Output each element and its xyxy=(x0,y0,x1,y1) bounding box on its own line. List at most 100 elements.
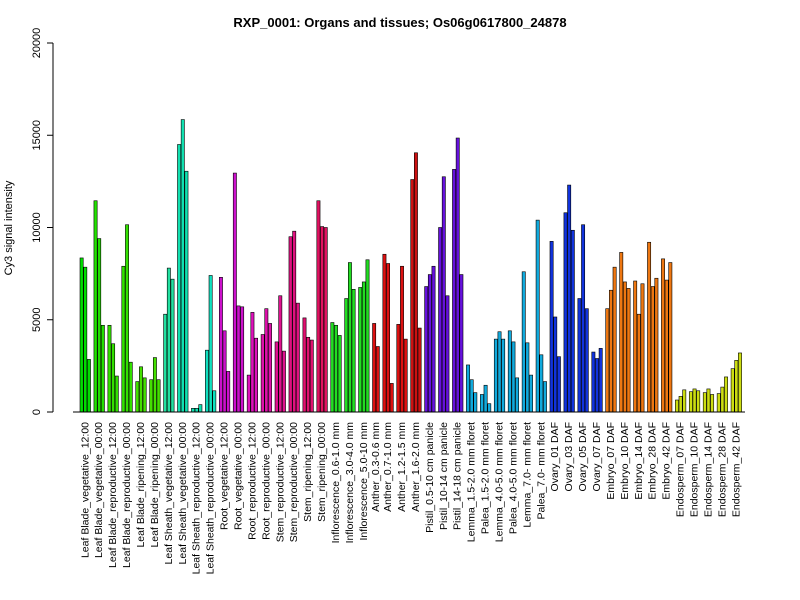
bar xyxy=(724,376,728,413)
bar xyxy=(222,330,227,413)
bar xyxy=(438,227,443,413)
bar xyxy=(493,338,498,413)
bar xyxy=(170,278,175,413)
bar xyxy=(226,371,231,413)
x-tick-label: Endosperm_07 DAF xyxy=(675,422,687,517)
x-tick-label: Leaf Sheath_vegetative_12:00 xyxy=(163,422,175,565)
bar xyxy=(427,274,432,413)
bar xyxy=(445,295,450,413)
bar xyxy=(515,377,520,413)
bar xyxy=(650,286,655,413)
bar xyxy=(668,262,673,413)
bar xyxy=(375,346,380,413)
bar xyxy=(720,386,725,413)
bar xyxy=(334,324,338,413)
bar xyxy=(529,374,533,413)
x-tick-label: Anther_1.6-2.0 mm xyxy=(410,422,422,512)
bar xyxy=(581,224,586,413)
y-axis: 0 5000 10000 15000 20000 xyxy=(31,28,54,415)
x-tick-label: Palea_7.0- mm floret xyxy=(535,422,547,520)
bar xyxy=(365,259,370,413)
bar xyxy=(452,169,457,413)
x-tick-labels: Leaf Blade_vegetative_12:00 Leaf Blade_ve… xyxy=(79,422,742,575)
bar xyxy=(208,275,213,413)
x-tick-label: Endosperm_14 DAF xyxy=(702,422,714,517)
x-tick-label: Root_reproductive_12:00 xyxy=(246,422,258,540)
bar xyxy=(268,323,272,413)
bar xyxy=(389,383,394,413)
y-tick-label: 10000 xyxy=(31,212,43,243)
bar xyxy=(86,359,91,413)
bar xyxy=(609,289,613,413)
bar xyxy=(567,184,572,413)
x-tick-label: Root_reproductive_00:00 xyxy=(260,422,272,540)
bar xyxy=(348,262,352,413)
bar xyxy=(539,354,544,413)
bar xyxy=(511,341,516,413)
x-tick-label: Endosperm_10 DAF xyxy=(689,422,701,517)
bar xyxy=(716,393,721,413)
bar xyxy=(316,200,321,413)
x-tick-label: Anther_0.7-1.0 mm xyxy=(382,422,394,512)
bar xyxy=(236,305,241,413)
x-tick-label: Inflorescence_3.0-4.0 mm xyxy=(344,422,356,544)
x-tick-label: Leaf Blade_vegetative_00:00 xyxy=(93,422,105,558)
bar xyxy=(497,331,502,413)
x-tick-label: Palea_4.0-5.0 mm floret xyxy=(507,422,519,534)
bar xyxy=(410,179,415,413)
bar xyxy=(240,306,245,413)
x-tick-label: Embryo_28 DAF xyxy=(647,422,659,500)
x-tick-label: Leaf Blade_reproductive_00:00 xyxy=(121,422,133,568)
bar xyxy=(254,337,258,413)
bar xyxy=(246,374,251,413)
x-tick-label: Leaf Blade_ripening_12:00 xyxy=(135,422,147,548)
x-tick-label: Embryo_07 DAF xyxy=(605,422,617,500)
bar xyxy=(626,288,631,413)
y-axis-label: Cy3 signal intensity xyxy=(3,180,15,275)
bar xyxy=(139,366,143,413)
x-tick-label: Ovary_07 DAF xyxy=(591,422,603,491)
bar xyxy=(330,322,335,413)
bar xyxy=(431,265,436,413)
x-tick-label: Endosperm_42 DAF xyxy=(730,422,742,517)
y-tick-label: 0 xyxy=(31,409,43,415)
bar xyxy=(198,404,203,413)
bars-group xyxy=(79,119,742,413)
bar xyxy=(302,317,307,413)
bar xyxy=(459,274,464,413)
bar xyxy=(180,119,185,413)
bar xyxy=(184,170,189,413)
x-tick-label: Anther_0.3-0.6 mm xyxy=(370,422,382,512)
bar xyxy=(483,384,488,413)
bar xyxy=(163,313,168,413)
bar xyxy=(135,381,140,413)
x-tick-label: Lemma_4.0-5.0 mm floret xyxy=(494,422,506,542)
bar xyxy=(212,390,217,413)
bar xyxy=(125,224,129,413)
bar xyxy=(730,368,735,413)
bar xyxy=(633,280,638,413)
bar xyxy=(640,283,645,413)
x-tick-label: Lemma_1.5-2.0 mm floret xyxy=(466,422,478,542)
x-tick-label: Leaf Sheath_reproductive_00:00 xyxy=(205,422,217,575)
bar xyxy=(121,265,126,413)
bar xyxy=(661,258,665,413)
bar xyxy=(734,360,739,413)
bar xyxy=(111,343,116,413)
bar xyxy=(83,266,88,413)
bar xyxy=(535,219,540,413)
bar xyxy=(128,361,133,413)
bar xyxy=(675,399,679,413)
bar xyxy=(323,227,328,413)
bar xyxy=(79,257,84,413)
x-tick-label: Stem_ripening_12:00 xyxy=(302,422,314,522)
x-tick-label: Leaf Sheath_reproductive_12:00 xyxy=(191,422,203,575)
bar xyxy=(521,271,526,413)
bar xyxy=(738,352,742,413)
bar xyxy=(466,364,470,413)
bar xyxy=(563,212,568,413)
x-tick-label: Stem_ripening_00:00 xyxy=(316,422,328,522)
bar xyxy=(288,236,293,413)
bar xyxy=(619,252,624,413)
